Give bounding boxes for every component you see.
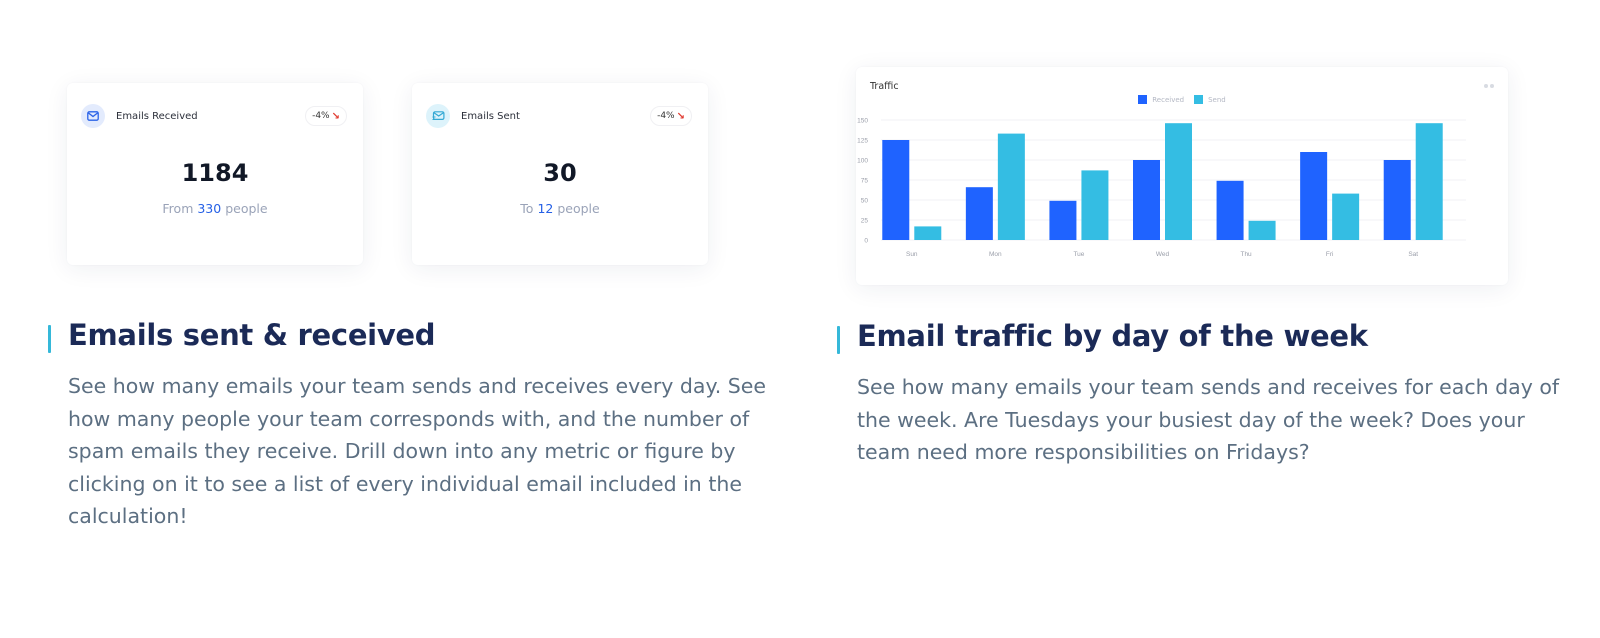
more-options-icon[interactable] (1484, 84, 1494, 88)
emails-sent-count[interactable]: 30 (543, 159, 577, 187)
bar-send-wed[interactable] (1165, 123, 1192, 240)
y-tick-label: 75 (861, 178, 869, 185)
bar-received-mon[interactable] (965, 187, 993, 240)
subtext-prefix: From (162, 201, 198, 216)
card-subtext: From 330 people (67, 201, 363, 216)
bar-received-thu[interactable] (1216, 180, 1244, 240)
envelope-send-icon (426, 104, 450, 128)
section-title-emails-sent-received: Emails sent & received (68, 318, 436, 352)
bar-received-tue[interactable] (1049, 200, 1077, 240)
y-tick-label: 125 (857, 138, 868, 145)
card-label: Emails Sent (461, 110, 520, 122)
bar-received-sat[interactable] (1383, 160, 1411, 240)
change-badge: -4% ↘ (305, 106, 347, 126)
chart-legend: Received Send (856, 95, 1508, 104)
x-tick-label: Thu (1240, 251, 1252, 258)
subtext-suffix: people (553, 201, 600, 216)
traffic-chart-card: Traffic Received Send 0 25 50 75 100 125 150 Su… (856, 67, 1508, 285)
description-line: See how many emails your team sends and … (68, 374, 766, 398)
legend-swatch (1194, 95, 1204, 104)
card-header: Emails Received -4% ↘ (81, 103, 347, 129)
section-description: See how many emails your team sends and … (857, 371, 1577, 469)
description-line: the week. Are Tuesdays your busiest day … (857, 407, 1525, 432)
change-value: -4% (657, 111, 675, 121)
card-subtext: To 12 people (412, 201, 708, 216)
bar-send-fri[interactable] (1332, 193, 1360, 240)
arrow-down-right-icon: ↘ (676, 110, 685, 122)
chart-title: Traffic (870, 81, 899, 92)
legend-label: Received (1152, 95, 1185, 104)
description-line: calculation! (68, 504, 188, 528)
legend-swatch (1138, 95, 1148, 104)
description-line: clicking on it to see a list of every in… (68, 471, 742, 496)
x-tick-label: Tue (1073, 251, 1084, 258)
change-badge: -4% ↘ (650, 106, 692, 126)
section-description: See how many emails your team sends and … (68, 370, 788, 533)
subtext-suffix: people (221, 201, 268, 216)
x-tick-label: Sun (906, 251, 918, 258)
accent-bar (837, 326, 840, 354)
arrow-down-right-icon: ↘ (331, 110, 340, 122)
description-line: spam emails they receive. Drill down int… (68, 439, 736, 463)
x-tick-label: Mon (989, 251, 1002, 258)
bar-send-thu[interactable] (1248, 220, 1276, 240)
emails-received-card[interactable]: Emails Received -4% ↘ 1184 From 330 peop… (67, 83, 363, 265)
bar-send-tue[interactable] (1081, 170, 1109, 240)
change-value: -4% (312, 111, 330, 121)
envelope-icon (81, 104, 105, 128)
legend-item-received[interactable]: Received (1138, 95, 1184, 104)
subtext-prefix: To (520, 201, 538, 216)
bar-send-mon[interactable] (997, 133, 1025, 240)
bar-received-fri[interactable] (1300, 152, 1328, 240)
y-tick-label: 150 (857, 118, 868, 125)
x-tick-label: Fri (1326, 251, 1334, 258)
card-header: Emails Sent -4% ↘ (426, 103, 692, 129)
people-count[interactable]: 330 (197, 201, 222, 216)
emails-received-count[interactable]: 1184 (181, 159, 249, 187)
section-title-email-traffic: Email traffic by day of the week (857, 319, 1368, 353)
people-count[interactable]: 12 (537, 201, 554, 216)
emails-sent-card[interactable]: Emails Sent -4% ↘ 30 To 12 people (412, 83, 708, 265)
x-tick-label: Sat (1408, 251, 1418, 258)
description-line: team need more responsibilities on Frida… (857, 440, 1310, 464)
bar-received-wed[interactable] (1133, 160, 1160, 240)
accent-bar (48, 325, 51, 353)
y-tick-label: 25 (861, 218, 869, 225)
bar-send-sat[interactable] (1415, 123, 1443, 240)
legend-item-send[interactable]: Send (1194, 95, 1226, 104)
bar-chart: 0 25 50 75 100 125 150 Sun Mon Tue Wed Thu Fri Sat (857, 118, 1466, 258)
y-tick-label: 100 (857, 158, 868, 165)
bar-send-sun[interactable] (914, 226, 942, 240)
bar-received-sun[interactable] (882, 140, 910, 240)
x-tick-label: Wed (1156, 251, 1170, 258)
description-line: how many people your team corresponds wi… (68, 406, 750, 431)
y-tick-label: 50 (861, 198, 869, 205)
legend-label: Send (1208, 95, 1226, 104)
y-tick-label: 0 (864, 238, 868, 245)
description-line: See how many emails your team sends and … (857, 375, 1560, 399)
card-label: Emails Received (116, 110, 198, 122)
